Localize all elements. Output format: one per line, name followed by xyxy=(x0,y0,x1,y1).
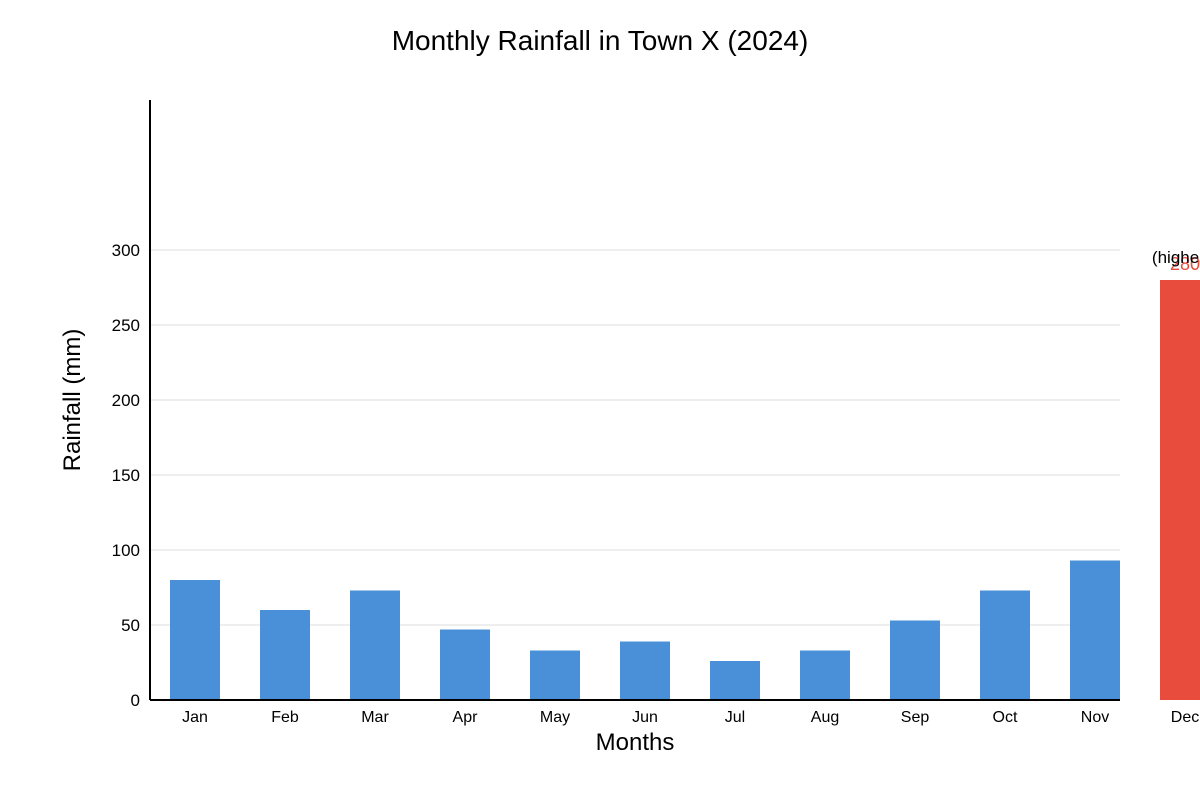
chart-title: Monthly Rainfall in Town X (2024) xyxy=(392,25,809,56)
y-tick-label: 50 xyxy=(121,616,140,635)
bar-sep xyxy=(890,620,940,700)
bar-jul xyxy=(710,661,760,700)
y-tick-label: 150 xyxy=(112,466,140,485)
y-tick-label: 100 xyxy=(112,541,140,560)
x-tick-label: Jul xyxy=(725,709,745,726)
bar-mar xyxy=(350,590,400,700)
x-tick-label: Nov xyxy=(1081,709,1109,726)
bar-aug xyxy=(800,650,850,700)
y-tick-label: 200 xyxy=(112,391,140,410)
x-tick-label: Jan xyxy=(182,709,208,726)
labels-layer: 0 50 100 150 200 250 300 Jan Feb Mar Apr May Jun Jul A… xyxy=(112,241,1200,726)
bar-dec xyxy=(1160,280,1200,700)
x-tick-label: Jun xyxy=(632,709,658,726)
x-tick-label: Mar xyxy=(361,709,389,726)
x-tick-label: Sep xyxy=(901,709,930,726)
bar-nov xyxy=(1070,560,1120,700)
x-tick-label: Aug xyxy=(811,709,839,726)
bars-layer xyxy=(170,280,1200,700)
x-tick-label: Feb xyxy=(271,709,299,726)
x-tick-label: Dec xyxy=(1171,709,1199,726)
bar-may xyxy=(530,650,580,700)
bar-oct xyxy=(980,590,1030,700)
x-tick-label: Apr xyxy=(453,709,479,726)
y-axis-title: Rainfall (mm) xyxy=(59,329,86,472)
axes-layer xyxy=(149,100,1120,701)
bar-jan xyxy=(170,580,220,700)
x-tick-label: Oct xyxy=(993,709,1018,726)
highlight-value-label: 280 xyxy=(1170,254,1200,274)
x-axis-title: Months xyxy=(596,729,675,756)
y-tick-label: 0 xyxy=(131,691,140,710)
bar-apr xyxy=(440,629,490,700)
highlight-note-label: (highest) xyxy=(1152,248,1200,267)
bar-feb xyxy=(260,610,310,700)
y-tick-label: 300 xyxy=(112,241,140,260)
x-tick-label: May xyxy=(540,709,570,726)
y-tick-label: 250 xyxy=(112,316,140,335)
grid-layer xyxy=(150,249,1120,626)
bar-jun xyxy=(620,641,670,700)
